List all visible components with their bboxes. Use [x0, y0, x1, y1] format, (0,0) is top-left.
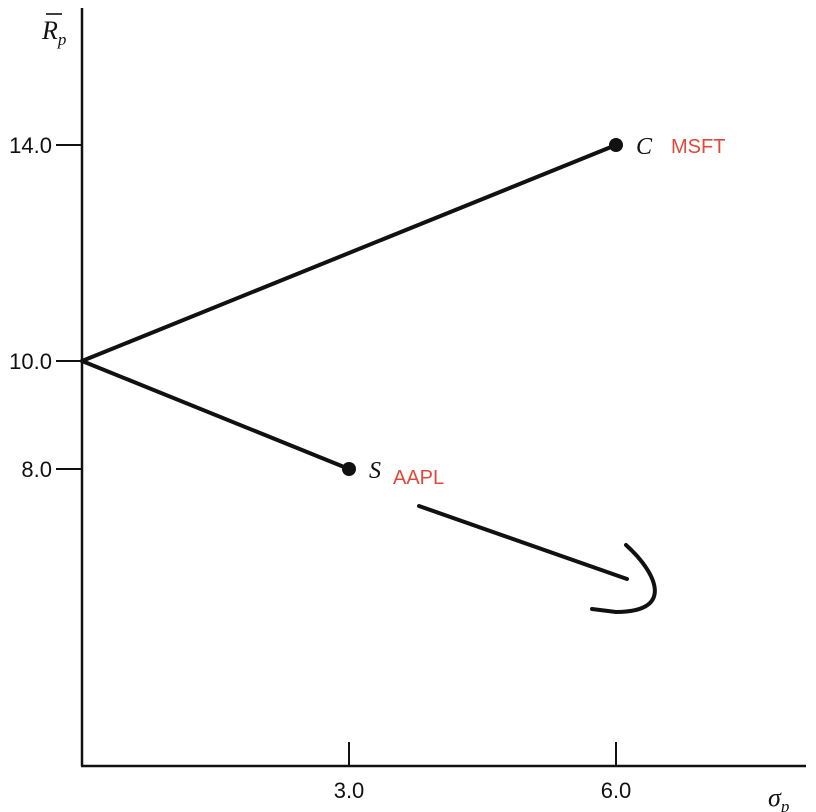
- x-tick-label: 3.0: [334, 778, 365, 803]
- axis-ticks: 8.0 10.0 14.0 3.0 6.0: [9, 133, 631, 803]
- x-axis-title: σp: [768, 783, 789, 812]
- point-label-s: S: [369, 458, 381, 484]
- x-tick-label: 6.0: [601, 778, 632, 803]
- ticker-annotation-aapl: AAPL: [393, 467, 444, 489]
- y-axis-title: Rp: [41, 13, 66, 49]
- y-tick-label: 10.0: [9, 349, 52, 374]
- hand-drawn-arrow: [417, 504, 657, 615]
- series-lines: [80, 143, 618, 471]
- y-tick-label: 8.0: [21, 457, 52, 482]
- arrow-head-curve: [590, 543, 657, 615]
- y-tick-label: 14.0: [9, 133, 52, 158]
- series-line-2: [80, 359, 351, 471]
- series-line-1: [80, 143, 618, 363]
- ticker-annotation-msft: MSFT: [671, 136, 725, 158]
- arrow-shaft: [417, 504, 629, 581]
- point-marker-c: [609, 138, 623, 152]
- y-axis-title-text: Rp: [41, 16, 66, 49]
- data-points: C MSFT S AAPL: [342, 134, 725, 489]
- point-label-c: C: [636, 134, 653, 160]
- point-marker-s: [342, 462, 356, 476]
